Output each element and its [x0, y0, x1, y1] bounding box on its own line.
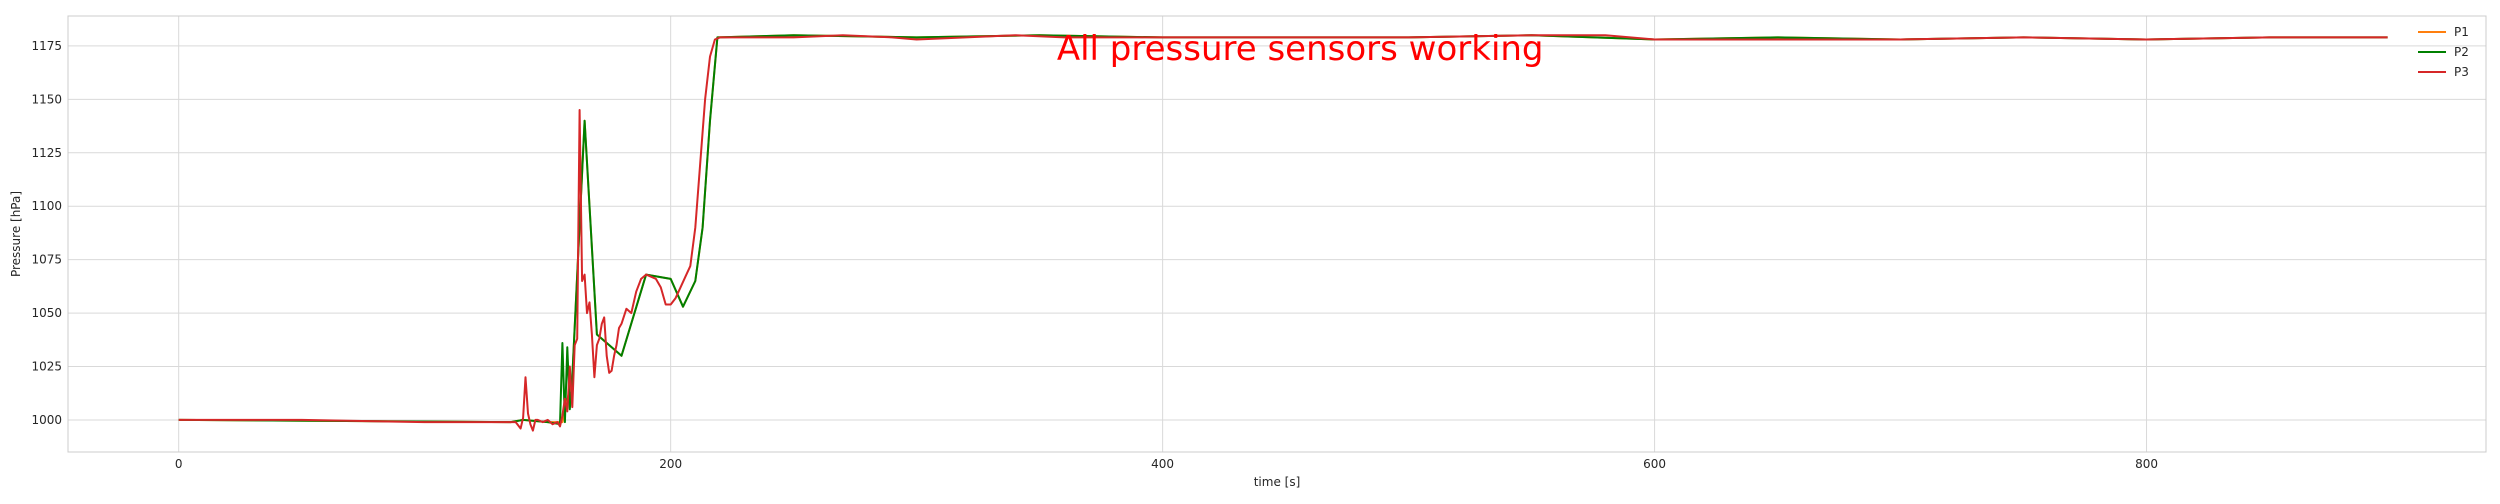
legend-label: P1	[2454, 25, 2469, 39]
series-line-p3	[178, 34, 2388, 432]
x-tick-label: 600	[1643, 457, 1666, 471]
y-tick-label: 1000	[31, 413, 62, 427]
series-lines	[178, 34, 2388, 432]
series-line-p2	[178, 34, 2388, 426]
legend-item-p3: P3	[2418, 65, 2469, 79]
y-tick-label: 1125	[31, 146, 62, 160]
x-tick-label: 800	[2135, 457, 2158, 471]
x-tick-label: 400	[1151, 457, 1174, 471]
legend-item-p1: P1	[2418, 25, 2469, 39]
y-tick-label: 1150	[31, 92, 62, 106]
legend-label: P2	[2454, 45, 2469, 59]
legend: P1 P2 P3	[2418, 25, 2469, 79]
y-tick-label: 1050	[31, 306, 62, 320]
grid	[68, 16, 2486, 452]
x-tick-label: 0	[175, 457, 183, 471]
y-axis-label: Pressure [hPa]	[9, 191, 23, 277]
plot-frame	[67, 15, 2487, 453]
y-tick-label: 1075	[31, 253, 62, 267]
y-tick-label: 1175	[31, 39, 62, 53]
legend-label: P3	[2454, 65, 2469, 79]
x-tick-label: 200	[659, 457, 682, 471]
y-tick-label: 1100	[31, 199, 62, 213]
legend-item-p2: P2	[2418, 45, 2469, 59]
series-line-p1	[178, 34, 2388, 424]
tick-labels: 0 200 400 600 800 1000 1025 1050 1075 1100 1125 115…	[31, 39, 2158, 471]
x-axis-label: time [s]	[1254, 475, 1301, 489]
annotation-text: All pressure sensors working	[1057, 29, 1544, 69]
y-tick-label: 1025	[31, 360, 62, 374]
